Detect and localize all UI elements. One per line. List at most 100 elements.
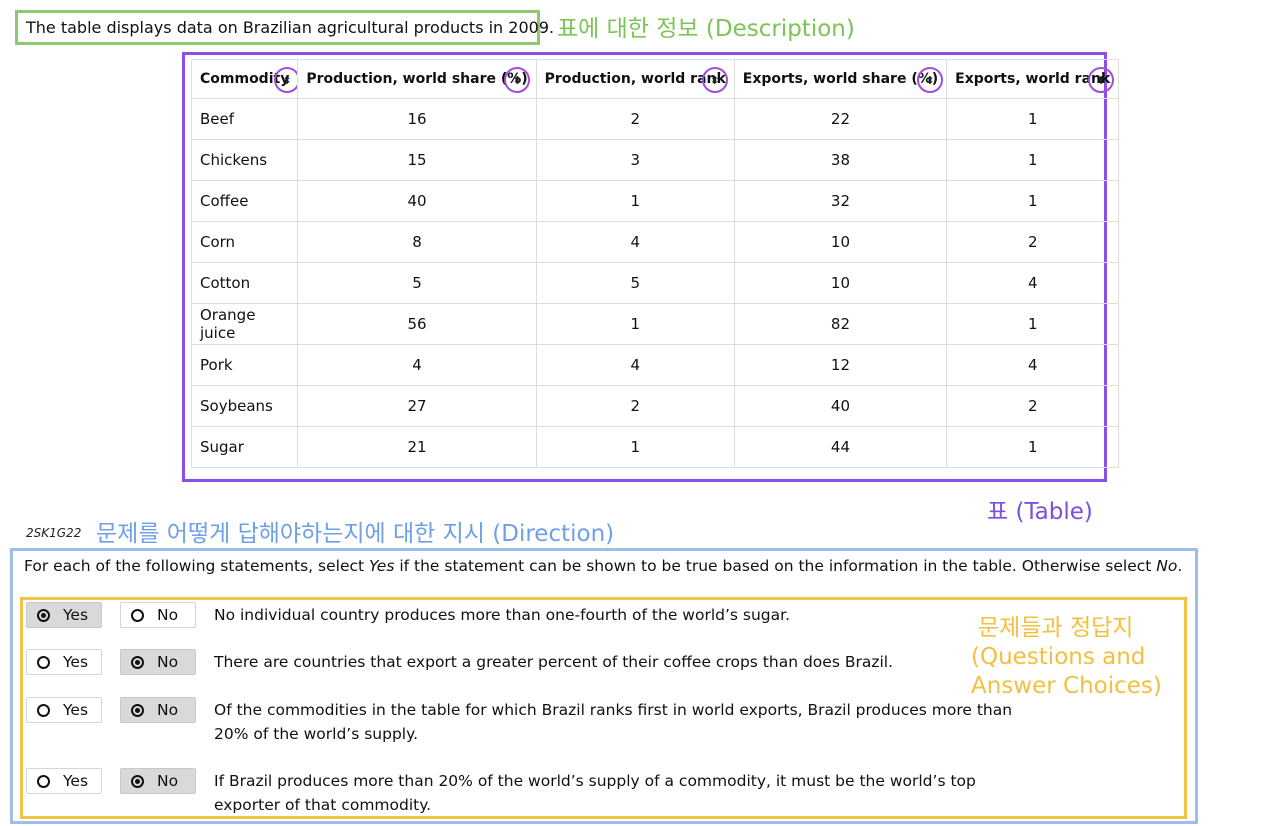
radio-icon [37, 774, 50, 788]
value-cell: 4 [946, 262, 1120, 304]
sort-icon[interactable]: ⬍ [916, 67, 943, 93]
value-cell: 3 [535, 139, 735, 181]
commodity-cell: Corn [190, 221, 299, 263]
radio-icon [37, 655, 50, 669]
value-cell: 1 [535, 303, 735, 345]
description-text: The table displays data on Brazilian agr… [26, 18, 555, 37]
table-body: Beef 16 2 22 1 Chickens 15 3 38 1 Coffee 40 1 32 1 Corn… [190, 98, 1120, 468]
value-cell: 4 [535, 221, 735, 263]
yes-button[interactable]: Yes [26, 768, 102, 794]
commodity-cell: Sugar [190, 426, 299, 468]
value-cell: 40 [733, 385, 948, 427]
annotation-questions-line1: 문제들과 정답지 [978, 615, 1134, 641]
value-cell: 4 [535, 344, 735, 386]
question-text: There are countries that export a greate… [214, 653, 894, 671]
value-cell: 2 [535, 385, 735, 427]
question-code: 2SK1G22 [26, 526, 82, 540]
table-row: Corn 8 4 10 2 [190, 221, 1120, 263]
value-cell: 10 [733, 221, 948, 263]
questions-highlight-frame [20, 597, 1187, 819]
value-cell: 4 [297, 344, 537, 386]
direction-highlight-frame [10, 548, 1198, 824]
header-production-rank[interactable]: Production, world rank ⬍ [535, 59, 735, 99]
yes-button[interactable]: Yes [26, 697, 102, 723]
question-row-2: Yes No There are countries that export a… [26, 649, 1014, 675]
value-cell: 27 [297, 385, 537, 427]
header-production-share[interactable]: Production, world share (%) ⬍ [297, 59, 537, 99]
value-cell: 1 [946, 139, 1120, 181]
annotation-table: 표 (Table) [987, 499, 1093, 525]
radio-icon [37, 703, 50, 717]
no-button[interactable]: No [120, 697, 196, 723]
radio-icon [131, 703, 144, 717]
value-cell: 8 [297, 221, 537, 263]
no-button[interactable]: No [120, 768, 196, 794]
no-button[interactable]: No [120, 602, 196, 628]
annotation-questions-line2: (Questions and [971, 644, 1146, 670]
description-box: The table displays data on Brazilian agr… [15, 10, 554, 45]
value-cell: 15 [297, 139, 537, 181]
annotation-description: 표에 대한 정보 (Description) [557, 16, 855, 42]
value-cell: 1 [946, 98, 1120, 140]
value-cell: 2 [946, 221, 1120, 263]
value-cell: 1 [535, 426, 735, 468]
question-text: No individual country produces more than… [214, 606, 791, 624]
no-button[interactable]: No [120, 649, 196, 675]
value-cell: 12 [733, 344, 948, 386]
data-table: Commodity ⬍ Production, world share (%) … [190, 59, 1120, 468]
value-cell: 32 [733, 180, 948, 222]
question-row-1: Yes No No individual country produces mo… [26, 602, 1014, 628]
table-row: Coffee 40 1 32 1 [190, 180, 1120, 222]
table-row: Beef 16 2 22 1 [190, 98, 1120, 140]
table-row: Cotton 5 5 10 4 [190, 262, 1120, 304]
yes-button[interactable]: Yes [26, 649, 102, 675]
table-row: Pork 4 4 12 4 [190, 344, 1120, 386]
sort-icon[interactable]: ⬍ [504, 67, 531, 93]
table-header-row: Commodity ⬍ Production, world share (%) … [190, 59, 1120, 99]
header-exports-share[interactable]: Exports, world share (%) ⬍ [733, 59, 948, 99]
value-cell: 1 [535, 180, 735, 222]
commodity-cell: Pork [190, 344, 299, 386]
table-row: Orange juice 56 1 82 1 [190, 303, 1120, 345]
radio-icon [131, 655, 144, 669]
value-cell: 5 [297, 262, 537, 304]
value-cell: 40 [297, 180, 537, 222]
question-row-3: Yes No Of the commodities in the table f… [26, 697, 1014, 746]
annotation-questions-line3: Answer Choices) [971, 673, 1162, 699]
header-exports-rank[interactable]: Exports, world rank ⬍ [946, 59, 1120, 99]
value-cell: 56 [297, 303, 537, 345]
value-cell: 38 [733, 139, 948, 181]
value-cell: 10 [733, 262, 948, 304]
value-cell: 44 [733, 426, 948, 468]
yes-button[interactable]: Yes [26, 602, 102, 628]
direction-text: For each of the following statements, se… [24, 557, 1183, 575]
value-cell: 82 [733, 303, 948, 345]
value-cell: 16 [297, 98, 537, 140]
value-cell: 21 [297, 426, 537, 468]
value-cell: 1 [946, 426, 1120, 468]
question-row-4: Yes No If Brazil produces more than 20% … [26, 768, 1014, 817]
radio-icon [131, 608, 144, 622]
commodity-cell: Soybeans [190, 385, 299, 427]
value-cell: 5 [535, 262, 735, 304]
value-cell: 2 [535, 98, 735, 140]
question-text: Of the commodities in the table for whic… [214, 701, 1013, 743]
commodity-cell: Chickens [190, 139, 299, 181]
table-row: Chickens 15 3 38 1 [190, 139, 1120, 181]
sort-icon[interactable]: ⬍ [701, 67, 728, 93]
annotation-direction: 문제를 어떻게 답해야하는지에 대한 지시 (Direction) [96, 521, 615, 547]
commodity-cell: Orange juice [190, 303, 299, 345]
radio-icon [37, 608, 50, 622]
table-row: Soybeans 27 2 40 2 [190, 385, 1120, 427]
question-text: If Brazil produces more than 20% of the … [214, 772, 976, 814]
header-commodity[interactable]: Commodity ⬍ [190, 59, 299, 99]
sort-icon[interactable]: ⬍ [274, 67, 297, 93]
sort-icon[interactable]: ⬍ [1088, 67, 1115, 93]
value-cell: 22 [733, 98, 948, 140]
commodity-cell: Coffee [190, 180, 299, 222]
commodity-cell: Cotton [190, 262, 299, 304]
value-cell: 2 [946, 385, 1120, 427]
table-row: Sugar 21 1 44 1 [190, 426, 1120, 468]
value-cell: 1 [946, 303, 1120, 345]
value-cell: 1 [946, 180, 1120, 222]
